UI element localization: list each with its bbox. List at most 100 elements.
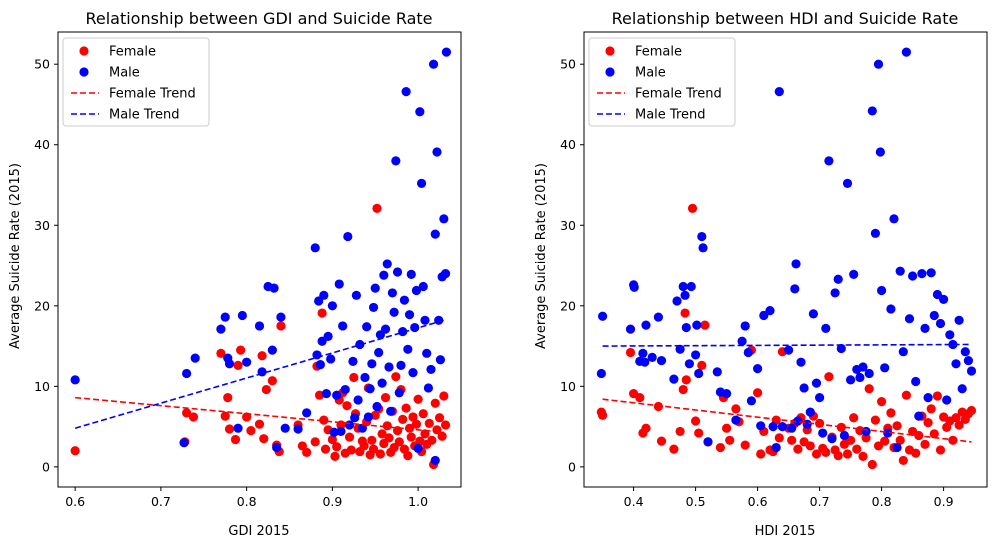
gdi-male-point (319, 290, 329, 300)
hdi-male-point (839, 430, 850, 441)
gdi-male-point (379, 270, 389, 280)
hdi-male-point (877, 285, 887, 296)
gdi-legend-female-label: Female (109, 45, 156, 60)
gdi-female-point (398, 414, 408, 424)
gdi-x-tick-label: 0.8 (237, 494, 257, 509)
hdi-male-point (963, 355, 974, 366)
gdi-male-point (374, 347, 384, 358)
hdi-x-tick-label: 0.5 (686, 494, 706, 509)
hdi-male-point (842, 178, 853, 188)
gdi-female-point (223, 393, 233, 403)
hdi-female-point (923, 417, 933, 428)
gdi-chart-title: Relationship between GDI and Suicide Rat… (85, 9, 432, 28)
gdi-female-point (310, 437, 320, 447)
hdi-female-point (880, 436, 890, 446)
gdi-male-point (269, 283, 279, 293)
gdi-male-point (353, 395, 363, 405)
gdi-female-point (403, 450, 413, 461)
hdi-male-point (638, 348, 648, 358)
gdi-legend: Female Male Female Trend Male Trend (62, 37, 210, 127)
hdi-x-tick-label: 0.8 (872, 494, 892, 509)
gdi-male-point (363, 412, 373, 422)
hdi-male-point (929, 310, 939, 321)
gdi-male-point (432, 147, 442, 157)
gdi-male-point (334, 279, 344, 289)
gdi-male-point (411, 285, 422, 296)
hdi-male-point (805, 407, 815, 417)
gdi-female-trend-line (75, 396, 444, 434)
hdi-female-point (815, 418, 825, 428)
gdi-female-point (267, 376, 277, 386)
hdi-female-point (954, 420, 964, 430)
hdi-male-point (815, 393, 825, 403)
hdi-male-point (790, 284, 800, 294)
hdi-male-point (948, 339, 958, 350)
hdi-female-point (911, 448, 921, 458)
hdi-female-point (836, 422, 846, 433)
hdi-chart-title: Relationship between HDI and Suicide Rat… (612, 9, 959, 28)
gdi-y-tick-label: 30 (34, 218, 50, 233)
hdi-male-point (753, 364, 763, 374)
hdi-male-point (759, 310, 769, 321)
gdi-male-point (416, 178, 427, 188)
gdi-female-point (368, 444, 379, 454)
gdi-male-point (182, 368, 192, 379)
hdi-female-point (833, 450, 843, 461)
hdi-male-point (942, 395, 952, 405)
hdi-male-point (818, 428, 828, 438)
hdi-female-point (892, 421, 902, 431)
hdi-male-point (821, 323, 831, 333)
gdi-male-point (351, 290, 361, 300)
gdi-male-point (237, 310, 247, 321)
gdi-male-point (370, 283, 380, 293)
hdi-male-point (796, 357, 806, 367)
hdi-male-point (598, 311, 608, 321)
hdi-male-point (951, 359, 961, 369)
gdi-female-point (259, 434, 269, 444)
gdi-chart: Relationship between GDI and Suicide Rat… (8, 9, 462, 539)
hdi-male-point (954, 315, 964, 325)
hdi-male-point (908, 271, 918, 281)
gdi-male-point (302, 408, 312, 418)
gdi-male-point (401, 86, 411, 97)
gdi-female-point (216, 348, 226, 358)
gdi-male-point (315, 359, 325, 370)
hdi-male-point (675, 344, 685, 354)
hdi-female-point (678, 384, 688, 395)
gdi-male-point (242, 357, 252, 367)
gdi-male-point (70, 375, 80, 385)
gdi-male-point (326, 354, 336, 364)
hdi-female-point (821, 447, 831, 457)
hdi-male-point (957, 384, 967, 394)
hdi-male-point (861, 426, 871, 437)
hdi-male-point (870, 228, 881, 238)
gdi-female-point (401, 403, 411, 413)
gdi-male-point (179, 438, 189, 448)
hdi-male-point (836, 343, 846, 354)
hdi-legend-male-label: Male (635, 66, 666, 81)
gdi-female-point (342, 401, 352, 411)
gdi-female-point (420, 429, 430, 439)
gdi-male-point (384, 362, 394, 372)
gdi-male-point (360, 372, 370, 383)
hdi-chart-x-axis-label: HDI 2015 (755, 524, 816, 539)
hdi-male-point (873, 59, 884, 69)
hdi-male-point (680, 290, 690, 300)
hdi-female-point (926, 404, 936, 414)
gdi-female-point (230, 434, 241, 445)
hdi-male-point (694, 368, 704, 379)
hdi-y-tick-label: 40 (560, 137, 576, 152)
gdi-y-tick-label: 50 (34, 57, 50, 72)
hdi-male-point (849, 269, 859, 279)
hdi-male-point (966, 366, 977, 376)
hdi-male-point (684, 359, 695, 369)
hdi-male-point (629, 282, 639, 292)
gdi-female-point (434, 413, 445, 423)
hdi-female-trend-line (602, 398, 972, 443)
gdi-female-point (224, 424, 235, 434)
hdi-male-point (932, 289, 943, 300)
gdi-x-tick-label: 0.9 (322, 494, 342, 509)
gdi-chart-plot-area: 0.6 0.7 0.8 0.9 1.001020304050FemaleMaleFema… (34, 31, 462, 509)
gdi-male-point (389, 307, 399, 317)
gdi-male-point (321, 388, 331, 399)
